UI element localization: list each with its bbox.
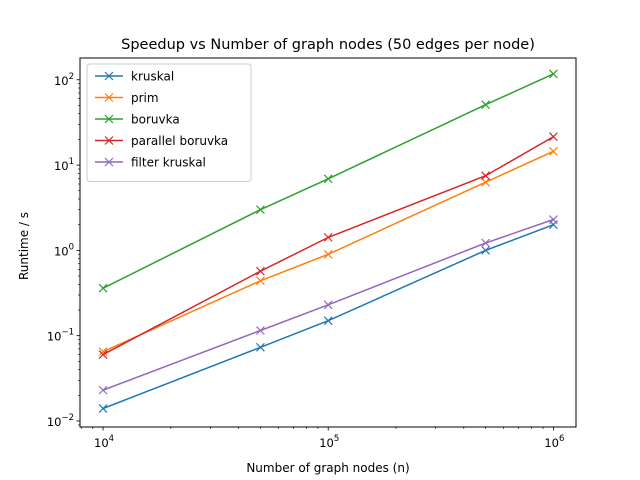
legend-label-kruskal: kruskal <box>131 70 174 84</box>
legend-marker-boruvka <box>104 114 114 124</box>
data-point-kruskal <box>481 245 491 255</box>
data-point-boruvka <box>548 69 558 79</box>
chart-title: Speedup vs Number of graph nodes (50 edg… <box>121 37 535 53</box>
data-point-boruvka <box>323 174 333 184</box>
legend-label-boruvka: boruvka <box>131 113 180 127</box>
legend-label-prim: prim <box>131 91 159 105</box>
data-point-prim <box>98 347 108 357</box>
x-tick-label: 104 <box>94 434 114 450</box>
y-tick-label: 10−1 <box>47 328 74 344</box>
data-point-kruskal <box>98 404 108 413</box>
legend-box <box>86 63 252 182</box>
data-point-parallel-boruvka <box>98 350 108 360</box>
x-tick-label: 105 <box>319 434 339 450</box>
data-point-parallel-boruvka <box>323 232 333 242</box>
data-point-filter-kruskal <box>256 326 265 335</box>
y-tick-label: 10−2 <box>47 413 74 429</box>
data-point-parallel-boruvka <box>481 171 491 181</box>
y-axis-label: Runtime / s <box>17 212 31 280</box>
data-point-prim <box>481 177 491 187</box>
legend-label-parallel-boruvka: parallel boruvka <box>131 134 228 148</box>
data-point-prim <box>256 276 265 286</box>
data-point-parallel-boruvka <box>256 266 265 276</box>
data-point-parallel-boruvka <box>548 132 558 142</box>
x-tick-label: 106 <box>544 434 564 450</box>
legend-label-filter-kruskal: filter kruskal <box>131 156 206 170</box>
axes-frame <box>79 57 577 428</box>
legend-marker-filter-kruskal <box>104 157 114 167</box>
y-tick-label: 101 <box>54 157 74 173</box>
y-tick-label: 102 <box>54 72 74 88</box>
legend-marker-kruskal <box>104 71 114 81</box>
data-point-boruvka <box>98 283 108 293</box>
data-point-boruvka <box>256 205 265 215</box>
data-point-filter-kruskal <box>548 215 558 224</box>
axis-ticks: 104 105 106 10−2 10−1 100 101 102 <box>47 72 565 450</box>
y-tick-label: 100 <box>54 242 74 258</box>
data-point-kruskal <box>256 342 265 352</box>
legend-marker-parallel-boruvka <box>104 136 114 145</box>
data-point-prim <box>323 249 333 259</box>
data-point-kruskal <box>323 316 333 326</box>
plot-area <box>98 69 558 413</box>
data-point-boruvka <box>481 100 491 110</box>
data-point-filter-kruskal <box>323 300 333 310</box>
legend: kruskal prim boruvka parallel boruvka filter… <box>86 63 252 182</box>
x-axis-label: Number of graph nodes (n) <box>246 461 409 475</box>
data-point-prim <box>548 146 558 156</box>
data-point-filter-kruskal <box>481 238 491 248</box>
data-point-filter-kruskal <box>98 385 108 395</box>
legend-marker-prim <box>104 93 114 102</box>
